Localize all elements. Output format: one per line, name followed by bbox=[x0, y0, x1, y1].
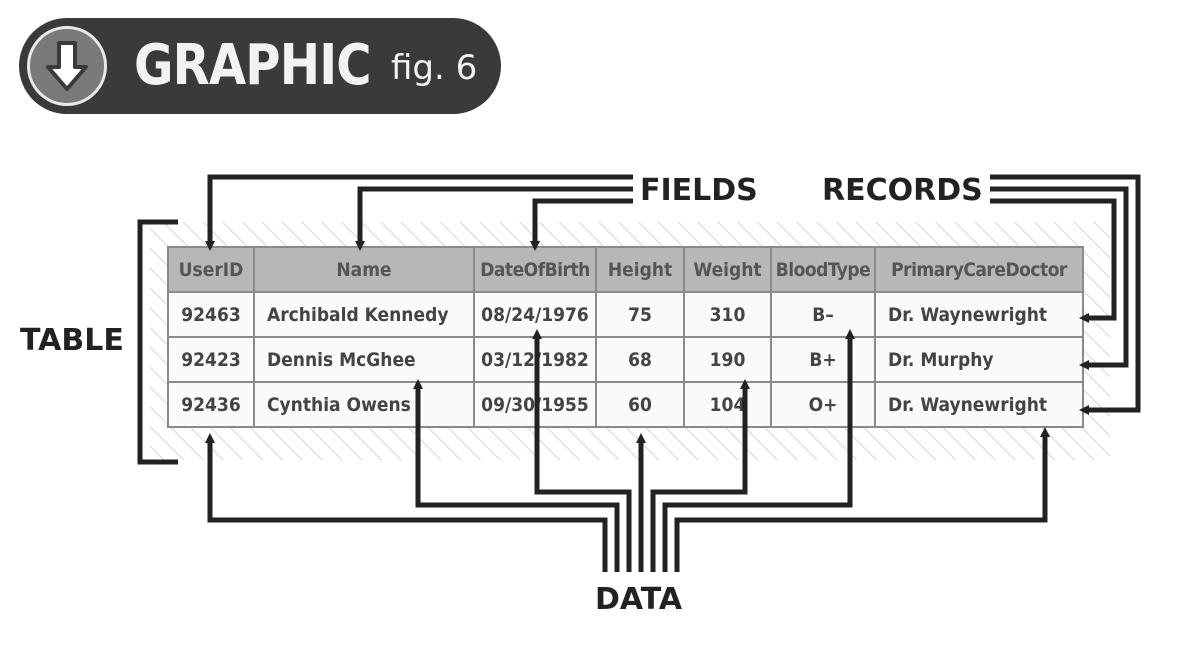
column-header: Name bbox=[253, 246, 475, 293]
table-cell: 92423 bbox=[167, 336, 255, 383]
table-row: 92463 Archibald Kennedy 08/24/1976 75 31… bbox=[167, 291, 1084, 338]
table-cell: 60 bbox=[595, 381, 685, 428]
table-cell: Cynthia Owens bbox=[253, 381, 475, 428]
table-row: 92436 Cynthia Owens 09/30/1955 60 104 O+… bbox=[167, 381, 1084, 428]
table-cell: O+ bbox=[770, 381, 876, 428]
table-cell: Archibald Kennedy bbox=[253, 291, 475, 338]
column-header: PrimaryCareDoctor bbox=[874, 246, 1084, 293]
table-cell: B– bbox=[770, 291, 876, 338]
table-cell: 03/12/1982 bbox=[473, 336, 597, 383]
fields-arrow-name bbox=[355, 186, 633, 251]
fields-label: FIELDS bbox=[640, 173, 758, 208]
data-table: UserID Name DateOfBirth Height Weight Bl… bbox=[167, 246, 1084, 428]
table-row: 92423 Dennis McGhee 03/12/1982 68 190 B+… bbox=[167, 336, 1084, 383]
table-cell: 09/30/1955 bbox=[473, 381, 597, 428]
column-header: Weight bbox=[683, 246, 772, 293]
table-cell: 92463 bbox=[167, 291, 255, 338]
records-label: RECORDS bbox=[822, 173, 983, 208]
table-cell: 75 bbox=[595, 291, 685, 338]
fields-arrow-userid bbox=[205, 174, 633, 251]
header-title: GRAPHIC bbox=[134, 33, 372, 98]
header-subtitle: fig. 6 bbox=[391, 48, 478, 88]
table-header-row: UserID Name DateOfBirth Height Weight Bl… bbox=[167, 246, 1084, 293]
fields-arrow-dob bbox=[530, 198, 633, 251]
column-header: BloodType bbox=[770, 246, 876, 293]
column-header: Height bbox=[595, 246, 685, 293]
table-cell: Dr. Waynewright bbox=[874, 291, 1084, 338]
table-cell: Dennis McGhee bbox=[253, 336, 475, 383]
column-header: DateOfBirth bbox=[473, 246, 597, 293]
table-cell: 68 bbox=[595, 336, 685, 383]
data-arrow-userid bbox=[205, 433, 608, 572]
table-cell: Dr. Waynewright bbox=[874, 381, 1084, 428]
table-cell: 310 bbox=[683, 291, 772, 338]
table-cell: 104 bbox=[683, 381, 772, 428]
table-cell: Dr. Murphy bbox=[874, 336, 1084, 383]
table-label: TABLE bbox=[20, 323, 124, 358]
table-cell: B+ bbox=[770, 336, 876, 383]
graphic-header-pill: GRAPHIC fig. 6 bbox=[19, 18, 501, 114]
column-header: UserID bbox=[167, 246, 255, 293]
table-cell: 92436 bbox=[167, 381, 255, 428]
arrow-down-icon bbox=[27, 26, 107, 106]
data-arrow-doctor bbox=[674, 427, 1050, 572]
table-cell: 08/24/1976 bbox=[473, 291, 597, 338]
data-label: DATA bbox=[595, 582, 683, 617]
table-cell: 190 bbox=[683, 336, 772, 383]
